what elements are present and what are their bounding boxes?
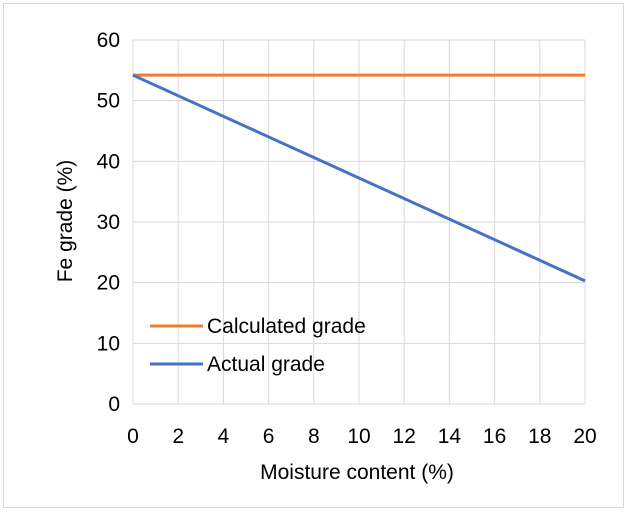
y-tick-label: 60 [97,29,120,52]
x-tick-label: 10 [347,425,370,448]
x-tick-label: 4 [218,425,230,448]
x-tick-label: 0 [127,425,139,448]
y-tick-label: 10 [97,332,120,355]
x-tick-label: 12 [393,425,416,448]
y-tick-label: 20 [97,272,120,295]
x-tick-label: 20 [573,425,596,448]
legend: Calculated grade Actual grade [150,315,366,376]
legend-label-calculated-grade: Calculated grade [207,315,366,338]
y-tick-labels: 0 10 20 30 40 50 60 [97,29,120,416]
y-tick-label: 0 [108,393,120,416]
series-lines [132,73,586,283]
x-axis-title: Moisture content (%) [260,461,454,484]
x-tick-label: 2 [172,425,184,448]
y-tick-label: 30 [97,211,120,234]
legend-label-actual-grade: Actual grade [207,353,325,376]
series-line-actual-grade [132,73,586,283]
x-tick-label: 8 [308,425,320,448]
x-tick-label: 18 [528,425,551,448]
y-axis-title: Fe grade (%) [54,160,77,283]
x-tick-labels: 0 2 4 6 8 10 12 14 16 18 20 [127,425,597,448]
gridlines [132,39,586,405]
x-tick-label: 16 [483,425,506,448]
x-tick-label: 14 [438,425,462,448]
y-tick-label: 50 [97,90,120,113]
y-tick-label: 40 [97,150,120,173]
x-tick-label: 6 [263,425,275,448]
